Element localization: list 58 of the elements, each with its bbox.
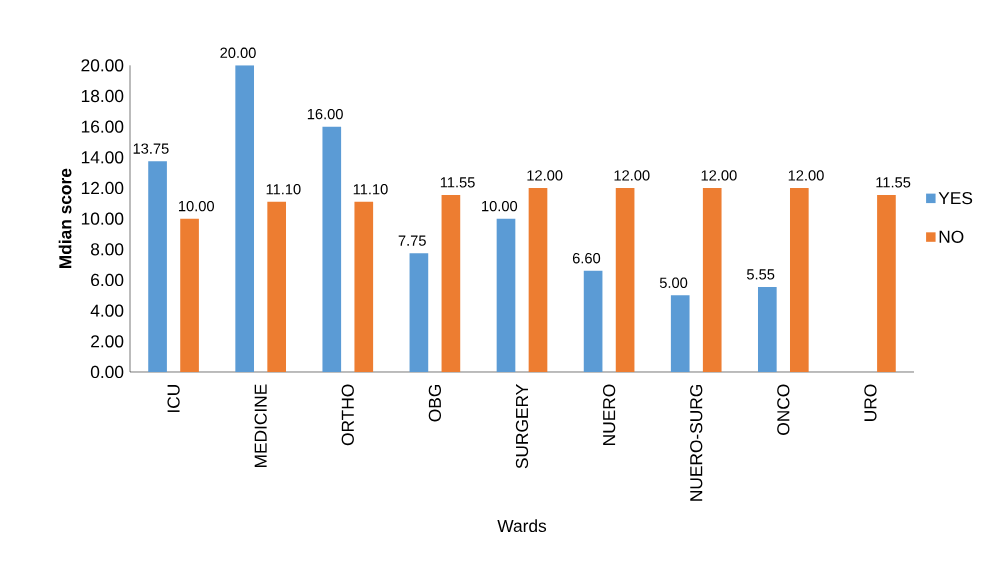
bar [235,65,255,372]
data-label: 10.00 [178,200,214,212]
y-tick-label: 10.00 [81,212,124,225]
bar [322,126,342,372]
bar [148,161,167,372]
x-tick-label: MEDICINE [254,384,267,468]
x-tick-label: ICU [167,385,180,412]
bar [354,201,374,372]
y-axis-title: Mdian score [58,168,72,269]
data-label: 11.55 [440,177,475,188]
y-tick-label: 14.00 [81,151,124,164]
data-label: 16.00 [307,108,343,120]
y-tick-label: 6.00 [91,273,124,287]
x-tick-label: ORTHO [341,384,354,446]
y-tick-label: 12.00 [81,181,124,195]
data-label: 5.55 [746,269,775,280]
bar [409,253,429,372]
data-label: 12.00 [527,170,563,181]
bar [583,270,603,372]
data-label: 13.75 [133,143,169,154]
x-tick-label: NUERO [602,384,616,445]
data-label: 7.75 [398,235,426,246]
x-tick-label: NUERO-SURG [690,385,703,501]
x-tick-label: OBG [428,385,442,422]
bar [267,201,287,372]
bar [789,187,809,372]
legend-label: NO [939,230,964,243]
y-tick-label: 4.00 [90,304,124,317]
legend-label: YES [938,191,973,205]
bar [441,194,461,372]
y-tick-label: 20.00 [81,59,124,72]
y-tick-label: 0.00 [90,365,124,379]
data-label: 12.00 [614,170,650,181]
data-label: 10.00 [482,200,518,212]
bar [496,218,516,372]
data-label: 11.55 [876,177,911,188]
data-label: 6.60 [572,253,601,264]
y-tick-label: 2.00 [91,335,124,348]
data-label: 12.00 [788,170,824,181]
bar [757,286,777,372]
x-tick-label: SURGERY [515,384,529,469]
data-label: 11.10 [266,184,301,195]
y-tick-label: 8.00 [90,243,124,256]
y-tick-label: 18.00 [81,89,124,103]
bar [670,295,690,372]
bar [615,187,635,372]
bar [528,187,548,372]
x-axis-title: Wards [497,519,547,533]
bar [877,194,896,372]
data-label: 11.10 [353,184,388,195]
y-tick-label: 16.00 [81,120,124,133]
x-tick-label: ONCO [777,384,790,435]
bar [180,218,199,372]
data-label: 5.00 [659,277,688,288]
x-tick-label: URO [864,384,877,421]
data-label: 12.00 [701,170,737,181]
data-label: 20.00 [220,47,256,58]
bar [702,187,722,372]
